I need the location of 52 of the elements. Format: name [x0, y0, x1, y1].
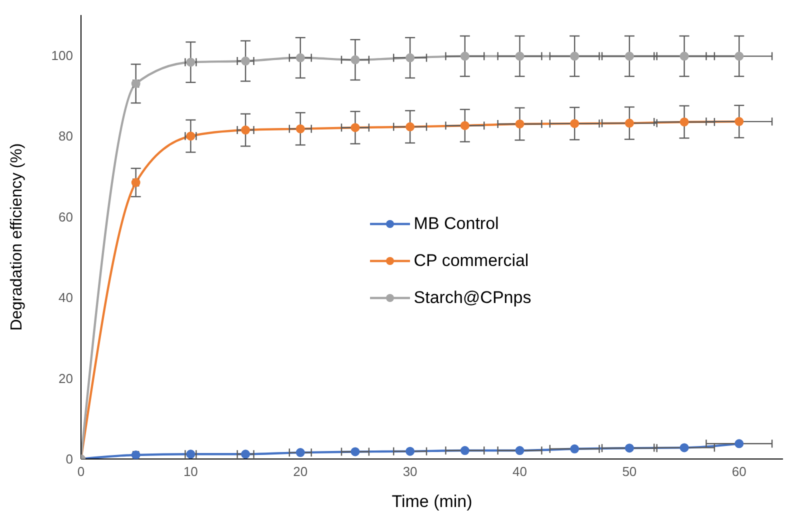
point: [296, 124, 305, 134]
point: [460, 52, 470, 61]
x-tick-label: 40: [512, 464, 527, 480]
x-tick-label: 20: [293, 464, 308, 480]
point: [406, 53, 415, 62]
point: [734, 52, 744, 61]
point: [624, 118, 634, 128]
y-axis-title: Degradation efficiency (%): [8, 143, 26, 331]
legend-label: Starch@CPnps: [414, 288, 532, 308]
point: [734, 439, 744, 448]
point: [350, 55, 360, 64]
point: [515, 446, 524, 456]
point: [624, 52, 634, 61]
y-tick-label: 100: [51, 48, 73, 63]
point: [570, 444, 580, 454]
point: [515, 119, 524, 128]
point: [460, 121, 470, 130]
point: [570, 52, 580, 61]
y-tick-label: 20: [58, 370, 73, 386]
legend-label: CP commercial: [414, 250, 529, 270]
point: [680, 52, 689, 61]
point: [186, 450, 196, 459]
point: [241, 450, 250, 459]
point: [296, 53, 305, 62]
point: [241, 56, 250, 66]
point: [131, 178, 140, 188]
point: [570, 119, 580, 128]
point: [734, 117, 744, 126]
point: [460, 446, 470, 456]
point: [680, 117, 689, 126]
point: [406, 446, 415, 456]
x-tick-label: 60: [732, 464, 746, 480]
x-axis-title: Time (min): [392, 492, 472, 511]
y-tick-label: 40: [58, 290, 73, 306]
x-tick-label: 30: [402, 464, 418, 480]
legend-label: MB Control: [414, 214, 499, 234]
point: [131, 79, 140, 88]
point: [406, 122, 415, 132]
x-tick-label: 50: [622, 464, 637, 480]
point: [624, 444, 634, 453]
point: [296, 448, 305, 458]
point: [350, 447, 360, 456]
point: [241, 126, 250, 135]
x-tick-label: 10: [183, 464, 198, 480]
y-tick-label: 0: [66, 452, 73, 467]
point: [350, 123, 360, 132]
point: [680, 443, 689, 452]
x-tick-label: 0: [77, 464, 85, 480]
point: [515, 52, 524, 61]
y-tick-label: 60: [58, 209, 73, 224]
y-tick-label: 80: [58, 128, 73, 144]
point: [131, 450, 140, 459]
